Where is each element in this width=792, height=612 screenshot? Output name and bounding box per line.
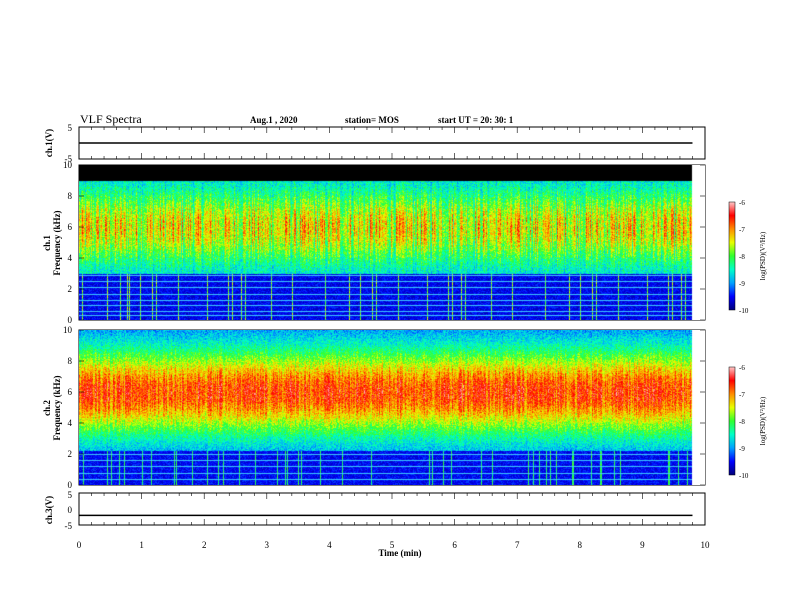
x-axis-label: Time (min) [378, 548, 421, 558]
ch3-ytick-neg5: -5 [65, 521, 73, 531]
freq-tick-label: 2 [68, 284, 73, 294]
ch1-spectrogram-heatmap [79, 165, 705, 320]
x-tick-label: 3 [265, 540, 270, 550]
ch2-spectrogram-heatmap [79, 330, 705, 485]
ch2-spectrogram-ylabel: ch.2 [42, 400, 52, 416]
spectrogram-image [79, 330, 705, 485]
freq-tick-label: 10 [63, 325, 73, 335]
ch1-colorbar: -6 -7 -8 -9 -10 log(PSD)(V²/Hz) [728, 199, 767, 315]
ch1-colorbar-gradient [728, 201, 736, 311]
ch2-colorbar-ticks: -6 -7 -8 -9 -10 [739, 364, 749, 480]
x-axis-ticks: 0 1 2 3 4 5 6 7 8 9 10 [77, 540, 710, 550]
freq-tick-label: 2 [68, 449, 73, 459]
start-time-label: start UT = 20: 30: 1 [438, 115, 514, 125]
colorbar-tick-label: -10 [739, 472, 749, 480]
ch3-voltage-panel: 5 0 -5 ch.3(V) [44, 490, 706, 531]
bottom-minor-ticks [78, 493, 706, 525]
top-minor-ticks [78, 127, 706, 159]
ch1-voltage-panel: 5 -5 ch.1(V) [44, 123, 706, 164]
date-label: Aug.1 , 2020 [250, 115, 298, 125]
colorbar-tick-label: -9 [739, 280, 745, 288]
ch3-ytick-5: 5 [68, 490, 73, 500]
x-tick-label: 6 [452, 540, 457, 550]
freq-tick-label: 4 [68, 418, 73, 428]
colorbar-tick-label: -7 [739, 391, 745, 399]
ch1-voltage-ylabel: ch.1(V) [44, 129, 54, 157]
ch2-spectrogram-yticks: 0 2 4 6 8 10 [63, 325, 705, 490]
figure-title: VLF Spectra [80, 112, 142, 126]
x-tick-label: 1 [139, 540, 144, 550]
ch3-voltage-ylabel: ch.3(V) [44, 496, 54, 524]
ch2-colorbar: -6 -7 -8 -9 -10 log(PSD)(V²/Hz) [728, 364, 767, 480]
ch1-colorbar-label: log(PSD)(V²/Hz) [759, 231, 767, 280]
x-tick-label: 7 [515, 540, 520, 550]
ch1-spectrogram-panel: ch.1 Frequency (kHz) 0 2 4 6 8 10 [42, 160, 706, 325]
ch2-spectrogram-panel: ch.2 Frequency (kHz) 0 2 4 6 8 10 [42, 325, 706, 490]
ch2-frequency-ylabel: Frequency (kHz) [52, 375, 62, 440]
freq-tick-label: 6 [68, 222, 73, 232]
colorbar-tick-label: -6 [739, 364, 745, 372]
x-tick-label: 2 [202, 540, 207, 550]
colorbar-tick-label: -10 [739, 307, 749, 315]
ch1-frequency-ylabel: Frequency (kHz) [52, 210, 62, 275]
ch3-ytick-0: 0 [68, 505, 73, 515]
x-tick-label: 5 [390, 540, 395, 550]
freq-tick-label: 4 [68, 253, 73, 263]
ch1-colorbar-ticks: -6 -7 -8 -9 -10 [739, 199, 749, 315]
ch2-colorbar-label: log(PSD)(V²/Hz) [759, 396, 767, 445]
colorbar-tick-label: -9 [739, 445, 745, 453]
x-tick-label: 4 [327, 540, 332, 550]
spectrogram-image [79, 165, 705, 320]
x-tick-label: 0 [77, 540, 82, 550]
colorbar-tick-label: -8 [739, 418, 745, 426]
ch1-ytick-5: 5 [68, 123, 73, 133]
freq-tick-label: 0 [68, 480, 73, 490]
ch1-spectrogram-ylabel: ch.1 [42, 235, 52, 251]
station-label: station= MOS [345, 115, 399, 125]
freq-tick-label: 10 [63, 160, 73, 170]
ch1-spectrogram-yticks: 0 2 4 6 8 10 [63, 160, 705, 325]
colorbar-tick-label: -6 [739, 199, 745, 207]
colorbar-tick-label: -8 [739, 253, 745, 261]
freq-tick-label: 8 [68, 191, 73, 201]
x-tick-label: 10 [701, 540, 711, 550]
x-tick-label: 8 [578, 540, 583, 550]
colorbar-tick-label: -7 [739, 226, 745, 234]
freq-tick-label: 6 [68, 387, 73, 397]
x-tick-label: 9 [640, 540, 645, 550]
freq-tick-label: 0 [68, 315, 73, 325]
ch1-ytick-neg5: -5 [65, 154, 73, 164]
freq-tick-label: 8 [68, 356, 73, 366]
ch2-colorbar-gradient [728, 366, 736, 476]
